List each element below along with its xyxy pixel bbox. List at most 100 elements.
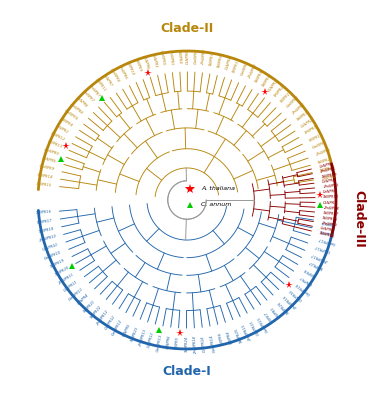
Text: ZmNPR5: ZmNPR5 (168, 49, 174, 65)
Text: TaNPR16: TaNPR16 (322, 216, 338, 222)
Text: ZmNPR6: ZmNPR6 (117, 64, 128, 79)
Text: GmNPR11: GmNPR11 (68, 286, 85, 301)
Text: TaNPR21: TaNPR21 (83, 299, 96, 313)
Text: SlNPR6: SlNPR6 (218, 332, 225, 345)
Text: GmNPR1: GmNPR1 (312, 140, 328, 150)
Text: ZmNPR13: ZmNPR13 (138, 329, 147, 347)
Text: CaNPR4: CaNPR4 (323, 190, 337, 194)
Text: SlNPR8: SlNPR8 (304, 267, 317, 277)
Text: TaNPR20: TaNPR20 (54, 266, 70, 277)
Text: TaNPR17: TaNPR17 (322, 211, 339, 216)
Text: BrNPR4: BrNPR4 (226, 329, 234, 344)
Text: CaNPR6: CaNPR6 (166, 335, 172, 350)
Text: TaNPR19: TaNPR19 (321, 172, 337, 179)
Text: GmNPR9: GmNPR9 (38, 164, 55, 172)
Text: TaNPR10: TaNPR10 (125, 60, 135, 76)
Text: TaNPR2: TaNPR2 (318, 158, 332, 165)
Text: TaNPR12: TaNPR12 (50, 131, 66, 142)
Text: Clade-III: Clade-III (352, 190, 365, 248)
Text: TaNPR25: TaNPR25 (234, 326, 243, 343)
Text: TaNPR16: TaNPR16 (35, 210, 52, 215)
Text: GmNPR14: GmNPR14 (209, 334, 217, 352)
Text: CaNPR3: CaNPR3 (320, 226, 335, 233)
Text: GmNPR10: GmNPR10 (44, 251, 62, 261)
Text: GmNPR17: GmNPR17 (317, 236, 336, 245)
Text: GmNPR12: GmNPR12 (112, 319, 124, 336)
Text: ZmNPR3: ZmNPR3 (321, 221, 337, 228)
Text: BrNPR2: BrNPR2 (274, 85, 286, 98)
Text: BrNPR5: BrNPR5 (270, 305, 282, 318)
Text: OsNPR2: OsNPR2 (301, 117, 315, 128)
Text: ZmNPR3: ZmNPR3 (247, 64, 258, 80)
Text: ZmNPR8: ZmNPR8 (69, 102, 83, 115)
Text: CaNPR5: CaNPR5 (319, 162, 334, 169)
Text: OsNPR1: OsNPR1 (321, 174, 336, 181)
Text: OsNPR4: OsNPR4 (225, 56, 233, 70)
Text: CaNPR4: CaNPR4 (77, 293, 90, 306)
Text: OsNPR9: OsNPR9 (42, 156, 57, 164)
Text: GmNPR8: GmNPR8 (63, 108, 79, 121)
Text: OsNPR8: OsNPR8 (76, 96, 89, 108)
Text: GmNPR3: GmNPR3 (240, 60, 250, 76)
Text: TaNPR3: TaNPR3 (296, 110, 310, 122)
Text: TaNPR24: TaNPR24 (184, 336, 188, 352)
Text: TaNPR17: TaNPR17 (36, 218, 53, 224)
Text: OsNPR11: OsNPR11 (64, 280, 79, 293)
Text: ZmNPR1: ZmNPR1 (315, 148, 331, 157)
Text: ZmNPR9: ZmNPR9 (43, 148, 59, 156)
Text: OsNPR3: OsNPR3 (268, 79, 280, 93)
Text: ZmNPR2: ZmNPR2 (291, 102, 306, 115)
Text: A. thaliana: A. thaliana (202, 186, 235, 191)
Text: SlNPR3: SlNPR3 (233, 60, 241, 73)
Text: OsNPR16: OsNPR16 (289, 288, 304, 301)
Text: ZmNPR4: ZmNPR4 (202, 49, 207, 65)
Text: TaNPR22: TaNPR22 (89, 304, 103, 319)
Text: OsNPR5: OsNPR5 (186, 50, 190, 64)
Text: ZmNPR11: ZmNPR11 (57, 273, 74, 286)
Text: SlNPR2: SlNPR2 (280, 91, 292, 103)
Text: OsNPR13: OsNPR13 (147, 332, 155, 348)
Text: GmNPR5: GmNPR5 (159, 50, 166, 66)
Text: OsNPR10: OsNPR10 (42, 243, 59, 252)
Text: TaNPR5: TaNPR5 (254, 70, 265, 84)
Text: OsNPR12: OsNPR12 (104, 314, 116, 331)
Text: GmNPR15: GmNPR15 (257, 315, 269, 332)
Text: SlNPR5: SlNPR5 (175, 336, 180, 349)
Text: BrNPR1: BrNPR1 (305, 125, 319, 135)
Text: ZmNPR17: ZmNPR17 (312, 252, 329, 262)
Text: TaNPR27: TaNPR27 (308, 259, 324, 270)
Text: GmNPR16: GmNPR16 (294, 281, 311, 295)
Text: CaNPR3: CaNPR3 (150, 53, 158, 68)
Text: TaNPR7: TaNPR7 (209, 52, 216, 66)
Text: TaNPR15: TaNPR15 (319, 231, 335, 239)
Text: GmNPR4: GmNPR4 (193, 48, 199, 64)
Text: TaNPR18: TaNPR18 (38, 226, 54, 234)
Text: SlNPR7: SlNPR7 (264, 310, 274, 323)
Text: C. annum: C. annum (202, 202, 232, 207)
Text: OsNPR14: OsNPR14 (201, 335, 207, 352)
Text: TaNPR26: TaNPR26 (277, 300, 291, 314)
Text: ZmNPR4: ZmNPR4 (323, 206, 339, 210)
Text: ZmNPR14: ZmNPR14 (193, 336, 198, 354)
Text: OsNPR7: OsNPR7 (102, 73, 114, 88)
Text: Clade-I: Clade-I (163, 365, 211, 378)
Text: GmNPR2: GmNPR2 (286, 96, 300, 109)
Text: ZmNPR7: ZmNPR7 (88, 83, 101, 97)
Text: TaNPR4: TaNPR4 (261, 74, 272, 88)
Text: OsNPR17: OsNPR17 (315, 244, 332, 253)
Text: TaNPR15: TaNPR15 (36, 182, 52, 188)
Text: TaNPR11: TaNPR11 (94, 77, 107, 92)
Text: TaNPR14: TaNPR14 (37, 173, 53, 180)
Text: SlNPR9: SlNPR9 (321, 219, 334, 225)
Text: BrNPR3: BrNPR3 (56, 124, 70, 134)
Text: GmNPR7: GmNPR7 (81, 88, 95, 103)
Text: TaNPR6: TaNPR6 (217, 54, 224, 68)
Text: CaNPR8: CaNPR8 (319, 228, 334, 235)
Text: ZmNPR10: ZmNPR10 (38, 235, 56, 243)
Text: OsNPR4: OsNPR4 (322, 178, 337, 184)
Text: TaNPR1: TaNPR1 (319, 166, 334, 173)
Text: CaNPR7: CaNPR7 (299, 274, 313, 285)
Text: GmNPR13: GmNPR13 (156, 333, 163, 352)
Text: GmNPR6: GmNPR6 (109, 68, 120, 83)
Text: TaNPR18: TaNPR18 (323, 195, 339, 200)
